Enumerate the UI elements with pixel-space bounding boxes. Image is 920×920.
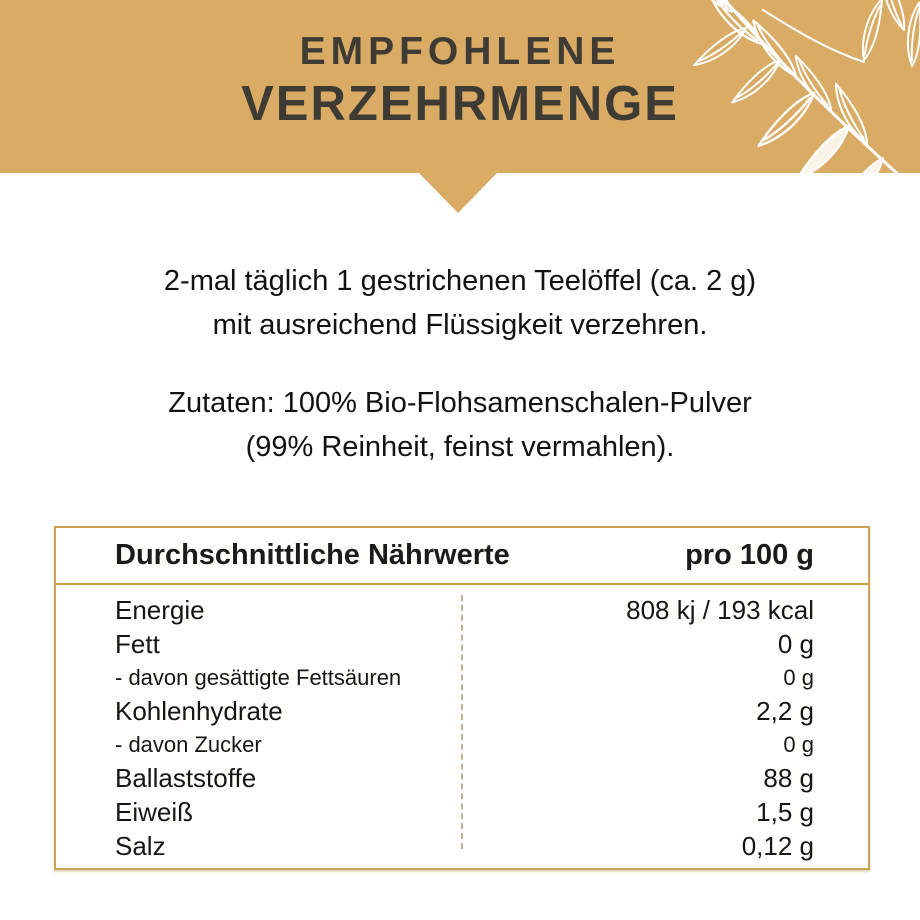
banner: EMPFOHLENE VERZEHRMENGE (0, 0, 920, 213)
table-row: Kohlenhydrate 2,2 g (115, 694, 814, 728)
dosage-line2: mit ausreichend Flüssigkeit verzehren. (212, 309, 708, 341)
nutrient-value: 1,5 g (756, 796, 814, 827)
dosage-line1: 2-mal täglich 1 gestrichenen Teelöffel (… (163, 265, 757, 297)
nutrient-label: Salz (115, 830, 166, 861)
nutrient-label: - davon Zucker (115, 731, 262, 757)
table-row: - davon Zucker 0 g (115, 728, 814, 761)
nutrition-table-header: Durchschnittliche Nährwerte pro 100 g (56, 528, 868, 585)
nutrient-value: 0 g (783, 731, 814, 757)
column-divider (461, 595, 463, 849)
nutrient-value: 808 kj / 193 kcal (626, 594, 814, 625)
nutrient-value: 88 g (763, 762, 814, 793)
ingredients-text: Zutaten: 100% Bio-Flohsamenschalen-Pulve… (0, 381, 920, 469)
table-row: Eiweiß 1,5 g (115, 795, 814, 829)
nutrition-header-label: Durchschnittliche Nährwerte (115, 539, 510, 571)
nutrient-label: - davon gesättigte Fettsäuren (115, 664, 402, 690)
table-row: Salz 0,12 g (115, 829, 814, 863)
nutrition-header-amount: pro 100 g (685, 539, 814, 571)
nutrient-value: 0,12 g (741, 830, 814, 861)
table-row: Energie 808 kj / 193 kcal (115, 593, 814, 627)
ingredients-line1: Zutaten: 100% Bio-Flohsamenschalen-Pulve… (168, 387, 752, 419)
nutrient-value: 0 g (783, 664, 814, 690)
table-row: Fett 0 g (115, 627, 814, 661)
nutrient-value: 2,2 g (756, 695, 814, 726)
nutrition-table: Durchschnittliche Nährwerte pro 100 g En… (54, 526, 870, 870)
olive-branch-icon (687, 0, 920, 184)
page-title: EMPFOHLENE VERZEHRMENGE (0, 28, 920, 132)
nutrient-value: 0 g (777, 628, 814, 659)
table-body: Energie 808 kj / 193 kcal Fett 0 g - dav… (56, 585, 868, 868)
nutrient-label: Fett (115, 628, 160, 659)
banner-notch (419, 173, 497, 213)
nutrient-label: Energie (115, 594, 205, 625)
page-title-line2: VERZEHRMENGE (241, 77, 679, 131)
nutrient-label: Kohlenhydrate (115, 695, 283, 726)
ingredients-line2: (99% Reinheit, feinst vermahlen). (245, 431, 675, 463)
table-row: - davon gesättigte Fettsäuren 0 g (115, 661, 814, 694)
dosage-text: 2-mal täglich 1 gestrichenen Teelöffel (… (0, 259, 920, 347)
nutrient-label: Ballaststoffe (115, 762, 257, 793)
page-title-line1: EMPFOHLENE (299, 30, 621, 73)
nutrient-label: Eiweiß (115, 796, 194, 827)
table-row: Ballaststoffe 88 g (115, 761, 814, 795)
